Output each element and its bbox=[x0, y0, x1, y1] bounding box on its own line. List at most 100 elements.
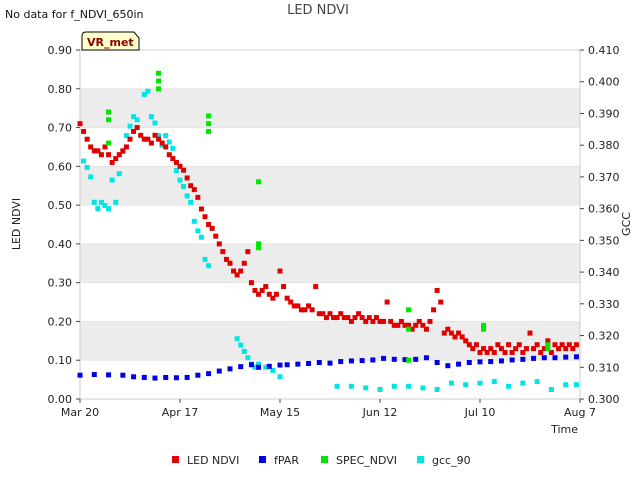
data-point bbox=[259, 287, 265, 293]
data-point bbox=[420, 385, 426, 391]
legend-item: LED NDVI bbox=[172, 454, 239, 467]
data-point bbox=[306, 303, 312, 309]
data-point bbox=[156, 78, 162, 84]
data-point bbox=[477, 349, 483, 355]
data-point bbox=[206, 371, 212, 377]
data-point bbox=[552, 355, 558, 361]
data-point bbox=[127, 123, 133, 129]
background-band bbox=[80, 166, 580, 206]
legend-label: SPEC_NDVI bbox=[336, 454, 397, 467]
data-point bbox=[573, 354, 579, 360]
data-point bbox=[98, 152, 104, 158]
data-point bbox=[148, 140, 154, 146]
data-point bbox=[166, 139, 172, 145]
data-point bbox=[173, 159, 179, 165]
data-point bbox=[206, 113, 212, 119]
data-point bbox=[263, 284, 269, 290]
data-point bbox=[256, 291, 262, 297]
legend-label: gcc_90 bbox=[432, 454, 471, 467]
data-point bbox=[477, 380, 483, 386]
data-point bbox=[252, 364, 258, 370]
vr-met-label: VR_met bbox=[87, 36, 134, 49]
data-point bbox=[406, 383, 412, 389]
data-point bbox=[370, 357, 376, 363]
data-point bbox=[213, 233, 219, 239]
data-point bbox=[188, 183, 194, 189]
data-point bbox=[363, 385, 369, 391]
data-point bbox=[148, 114, 154, 120]
data-point bbox=[106, 140, 112, 146]
data-point bbox=[402, 322, 408, 328]
data-point bbox=[348, 318, 354, 324]
data-point bbox=[391, 383, 397, 389]
data-point bbox=[334, 383, 340, 389]
data-point bbox=[506, 342, 512, 348]
data-point bbox=[563, 354, 569, 360]
legend-swatch bbox=[172, 456, 179, 463]
data-point bbox=[238, 364, 244, 370]
right-tick-label: 0.320 bbox=[588, 330, 620, 343]
data-point bbox=[552, 342, 558, 348]
data-point bbox=[370, 318, 376, 324]
data-point bbox=[548, 349, 554, 355]
data-point bbox=[113, 199, 119, 205]
legend-swatch bbox=[321, 456, 328, 463]
data-point bbox=[402, 357, 408, 363]
left-tick-label: 0.10 bbox=[48, 354, 73, 367]
data-point bbox=[534, 342, 540, 348]
left-tick-label: 0.40 bbox=[48, 238, 73, 251]
data-point bbox=[198, 234, 204, 240]
data-point bbox=[513, 346, 519, 352]
data-marks bbox=[77, 70, 579, 392]
data-point bbox=[398, 318, 404, 324]
data-point bbox=[377, 318, 383, 324]
data-point bbox=[81, 128, 87, 134]
right-tick-label: 0.410 bbox=[588, 44, 620, 57]
data-point bbox=[509, 349, 515, 355]
data-point bbox=[545, 342, 551, 348]
right-tick-label: 0.310 bbox=[588, 361, 620, 374]
data-point bbox=[488, 359, 494, 365]
data-point bbox=[481, 322, 487, 328]
data-point bbox=[184, 193, 190, 199]
data-point bbox=[173, 168, 179, 174]
data-point bbox=[181, 183, 187, 189]
x-tick-label: Jun 12 bbox=[362, 406, 398, 419]
data-point bbox=[216, 241, 222, 247]
left-tick-label: 0.60 bbox=[48, 160, 73, 173]
data-point bbox=[191, 218, 197, 224]
data-point bbox=[520, 349, 526, 355]
data-point bbox=[209, 225, 215, 231]
data-point bbox=[566, 342, 572, 348]
data-point bbox=[559, 342, 565, 348]
data-point bbox=[520, 356, 526, 362]
data-point bbox=[256, 361, 262, 367]
data-point bbox=[88, 174, 94, 180]
data-point bbox=[116, 171, 122, 177]
data-point bbox=[427, 318, 433, 324]
background-band bbox=[80, 243, 580, 283]
data-point bbox=[195, 228, 201, 234]
data-point bbox=[295, 303, 301, 309]
chart-title: LED NDVI bbox=[287, 3, 349, 18]
data-point bbox=[241, 348, 247, 354]
data-point bbox=[413, 322, 419, 328]
left-tick-label: 0.50 bbox=[48, 199, 73, 212]
data-point bbox=[502, 349, 508, 355]
data-point bbox=[88, 144, 94, 150]
series-spec-ndvi bbox=[106, 70, 551, 363]
data-point bbox=[77, 121, 83, 127]
data-point bbox=[302, 307, 308, 313]
data-point bbox=[531, 355, 537, 361]
data-point bbox=[263, 364, 269, 370]
data-point bbox=[434, 386, 440, 392]
data-point bbox=[406, 326, 412, 332]
data-point bbox=[266, 291, 272, 297]
data-point bbox=[473, 342, 479, 348]
data-point bbox=[556, 346, 562, 352]
legend: LED NDVI fPAR SPEC_NDVI gcc_90 bbox=[172, 454, 471, 467]
data-point bbox=[445, 326, 451, 332]
y-axis-label-left: LED NDVI bbox=[10, 198, 23, 250]
data-point bbox=[252, 287, 258, 293]
